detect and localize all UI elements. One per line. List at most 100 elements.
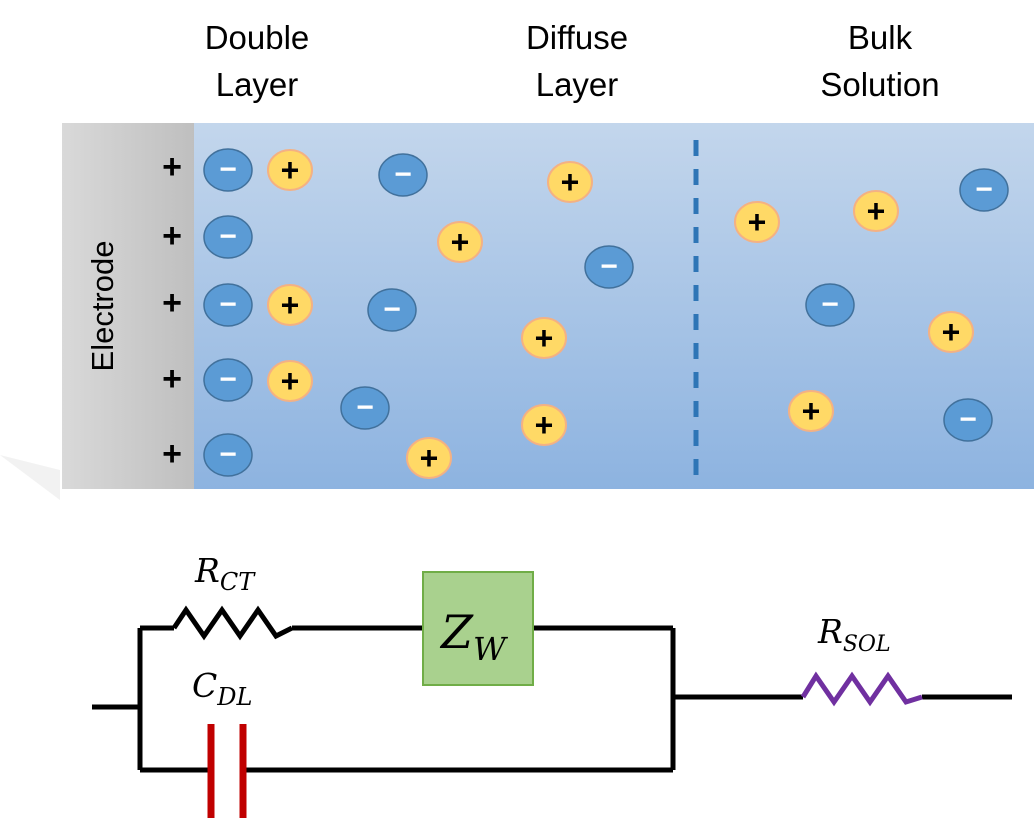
cation-ion-sign: + [942, 314, 961, 350]
anion-ion-sign: − [821, 288, 839, 321]
anion-ion-body [203, 283, 253, 327]
cation-ion: + [547, 161, 593, 203]
equivalent-circuit [92, 605, 1012, 773]
anion-ion-body [203, 215, 253, 259]
label-r-sol-main: R [817, 612, 843, 651]
anion-ion: − [584, 245, 634, 289]
anion-ion-body [378, 153, 428, 197]
cation-ion-sign: + [561, 164, 580, 200]
header-diffuse-layer: Diffuse Layer [457, 14, 697, 108]
cation-ion: + [406, 437, 452, 479]
anion-ion-body [943, 398, 993, 442]
cation-ion: + [267, 360, 313, 402]
surface-charge: + [162, 360, 182, 398]
anion-ion-body [203, 148, 253, 192]
cation-ion: + [853, 190, 899, 232]
anion-ion-body [584, 245, 634, 289]
anion-ion-sign: − [975, 173, 993, 206]
electrode [62, 123, 194, 489]
cation-ion-body [267, 360, 313, 402]
cation-ion-body [788, 390, 834, 432]
cation-ion-body [734, 201, 780, 243]
cation-ion-body [521, 317, 567, 359]
surface-charge: + [162, 435, 182, 473]
surface-charges: + + + + + [162, 148, 182, 473]
anion-ion: − [203, 283, 253, 327]
label-z-w: ZW [439, 605, 509, 668]
surface-charge: + [162, 217, 182, 255]
header-diffuse-layer-line2: Layer [535, 66, 619, 103]
anion-ion: − [203, 433, 253, 477]
anion-ion: − [340, 386, 390, 430]
cation-ion-sign: + [281, 287, 300, 323]
resistor-rsol [800, 671, 923, 707]
header-double-layer-line2: Layer [215, 66, 299, 103]
label-r-ct-sub: CT [220, 568, 256, 596]
header-double-layer: Double Layer [137, 14, 377, 108]
cation-ion: + [437, 221, 483, 263]
cation-ion-sign: + [451, 224, 470, 260]
surface-charge: + [162, 284, 182, 322]
cation-ion: + [267, 149, 313, 191]
cation-ion-sign: + [535, 407, 554, 443]
label-r-sol: RSOL [817, 612, 891, 657]
label-z-w-sub: W [473, 630, 509, 668]
header-bulk-solution: Bulk Solution [760, 14, 1000, 108]
anion-ion-sign: − [394, 158, 412, 191]
faint-background-shape [0, 455, 60, 500]
anion-ion-body [203, 433, 253, 477]
anion-ion-sign: − [219, 288, 237, 321]
header-diffuse-layer-line1: Diffuse [525, 19, 629, 56]
ions: − − − − − − − − − − − − + + + + + + + + + + + + [203, 148, 1009, 479]
anion-ion: − [378, 153, 428, 197]
cation-ion-sign: + [535, 320, 554, 356]
anion-ion-sign: − [383, 293, 401, 326]
header-bulk-solution-line2: Solution [820, 66, 940, 103]
cation-ion-sign: + [748, 204, 767, 240]
cation-ion-sign: + [420, 440, 439, 476]
anion-ion-sign: − [219, 438, 237, 471]
solution-region [194, 123, 1034, 489]
cation-ion-body [406, 437, 452, 479]
anion-ion-body [367, 288, 417, 332]
anion-ion-body [959, 168, 1009, 212]
anion-ion-sign: − [219, 220, 237, 253]
cation-ion: + [928, 311, 974, 353]
cation-ion: + [734, 201, 780, 243]
anion-ion: − [203, 358, 253, 402]
cation-ion: + [521, 404, 567, 446]
header-double-layer-line1: Double [204, 19, 310, 56]
cation-ion-body [547, 161, 593, 203]
cation-ion-sign: + [281, 363, 300, 399]
anion-ion: − [959, 168, 1009, 212]
cation-ion-body [267, 149, 313, 191]
anion-ion: − [805, 283, 855, 327]
header-bulk-solution-line1: Bulk [847, 19, 913, 56]
cation-ion: + [788, 390, 834, 432]
label-c-dl-sub: DL [216, 683, 252, 711]
cation-ion-sign: + [802, 393, 821, 429]
cation-ion-body [437, 221, 483, 263]
label-z-w-main: Z [439, 605, 474, 659]
cation-ion-sign: + [867, 193, 886, 229]
anion-ion: − [943, 398, 993, 442]
cation-ion-body [267, 284, 313, 326]
anion-ion: − [203, 148, 253, 192]
cation-ion-body [853, 190, 899, 232]
anion-ion-body [805, 283, 855, 327]
anion-ion-sign: − [356, 391, 374, 424]
anion-ion-sign: − [600, 250, 618, 283]
anion-ion-body [203, 358, 253, 402]
anion-ion: − [203, 215, 253, 259]
electrode-label: Electrode [85, 241, 120, 372]
cation-ion-body [521, 404, 567, 446]
anion-ion-sign: − [219, 153, 237, 186]
label-r-ct-main: R [194, 551, 220, 590]
resistor-rct [171, 605, 294, 641]
label-r-ct: RCT [194, 551, 256, 596]
cation-ion-body [928, 311, 974, 353]
anion-ion: − [367, 288, 417, 332]
anion-ion-sign: − [959, 403, 977, 436]
warburg-element [422, 571, 534, 686]
